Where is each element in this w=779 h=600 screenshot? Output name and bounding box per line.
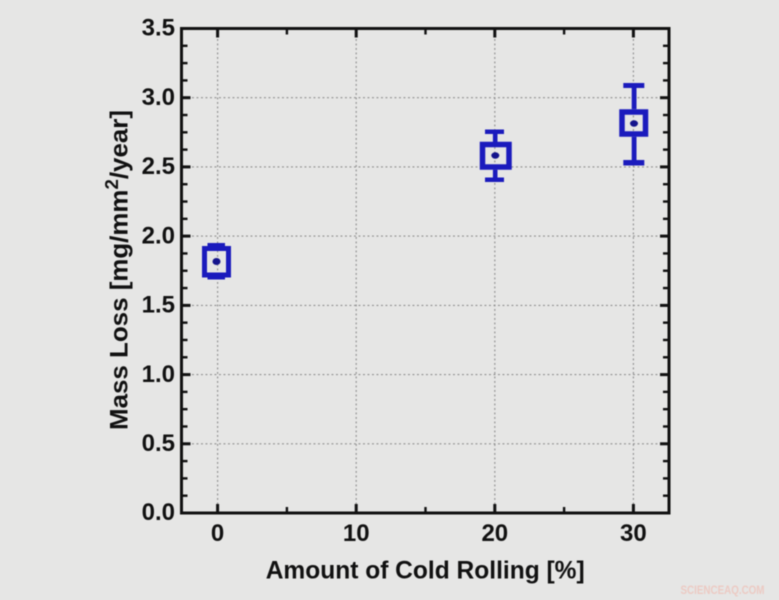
svg-text:0.0: 0.0 <box>142 499 175 526</box>
svg-text:Mass Loss [mg/mm2/year]: Mass Loss [mg/mm2/year] <box>102 110 134 430</box>
svg-text:0.5: 0.5 <box>142 430 175 457</box>
svg-text:2.0: 2.0 <box>142 222 175 249</box>
svg-text:Amount of Cold Rolling [%]: Amount of Cold Rolling [%] <box>266 557 585 585</box>
svg-text:20: 20 <box>481 520 508 547</box>
svg-text:30: 30 <box>620 520 647 547</box>
svg-text:SCIENCEAQ.COM: SCIENCEAQ.COM <box>681 583 765 597</box>
svg-text:3.5: 3.5 <box>142 15 175 42</box>
svg-text:1.0: 1.0 <box>142 361 175 388</box>
svg-text:2.5: 2.5 <box>142 153 175 180</box>
svg-text:3.0: 3.0 <box>142 84 175 111</box>
svg-text:1.5: 1.5 <box>142 292 175 319</box>
svg-text:0: 0 <box>211 520 224 547</box>
svg-text:10: 10 <box>343 520 370 547</box>
